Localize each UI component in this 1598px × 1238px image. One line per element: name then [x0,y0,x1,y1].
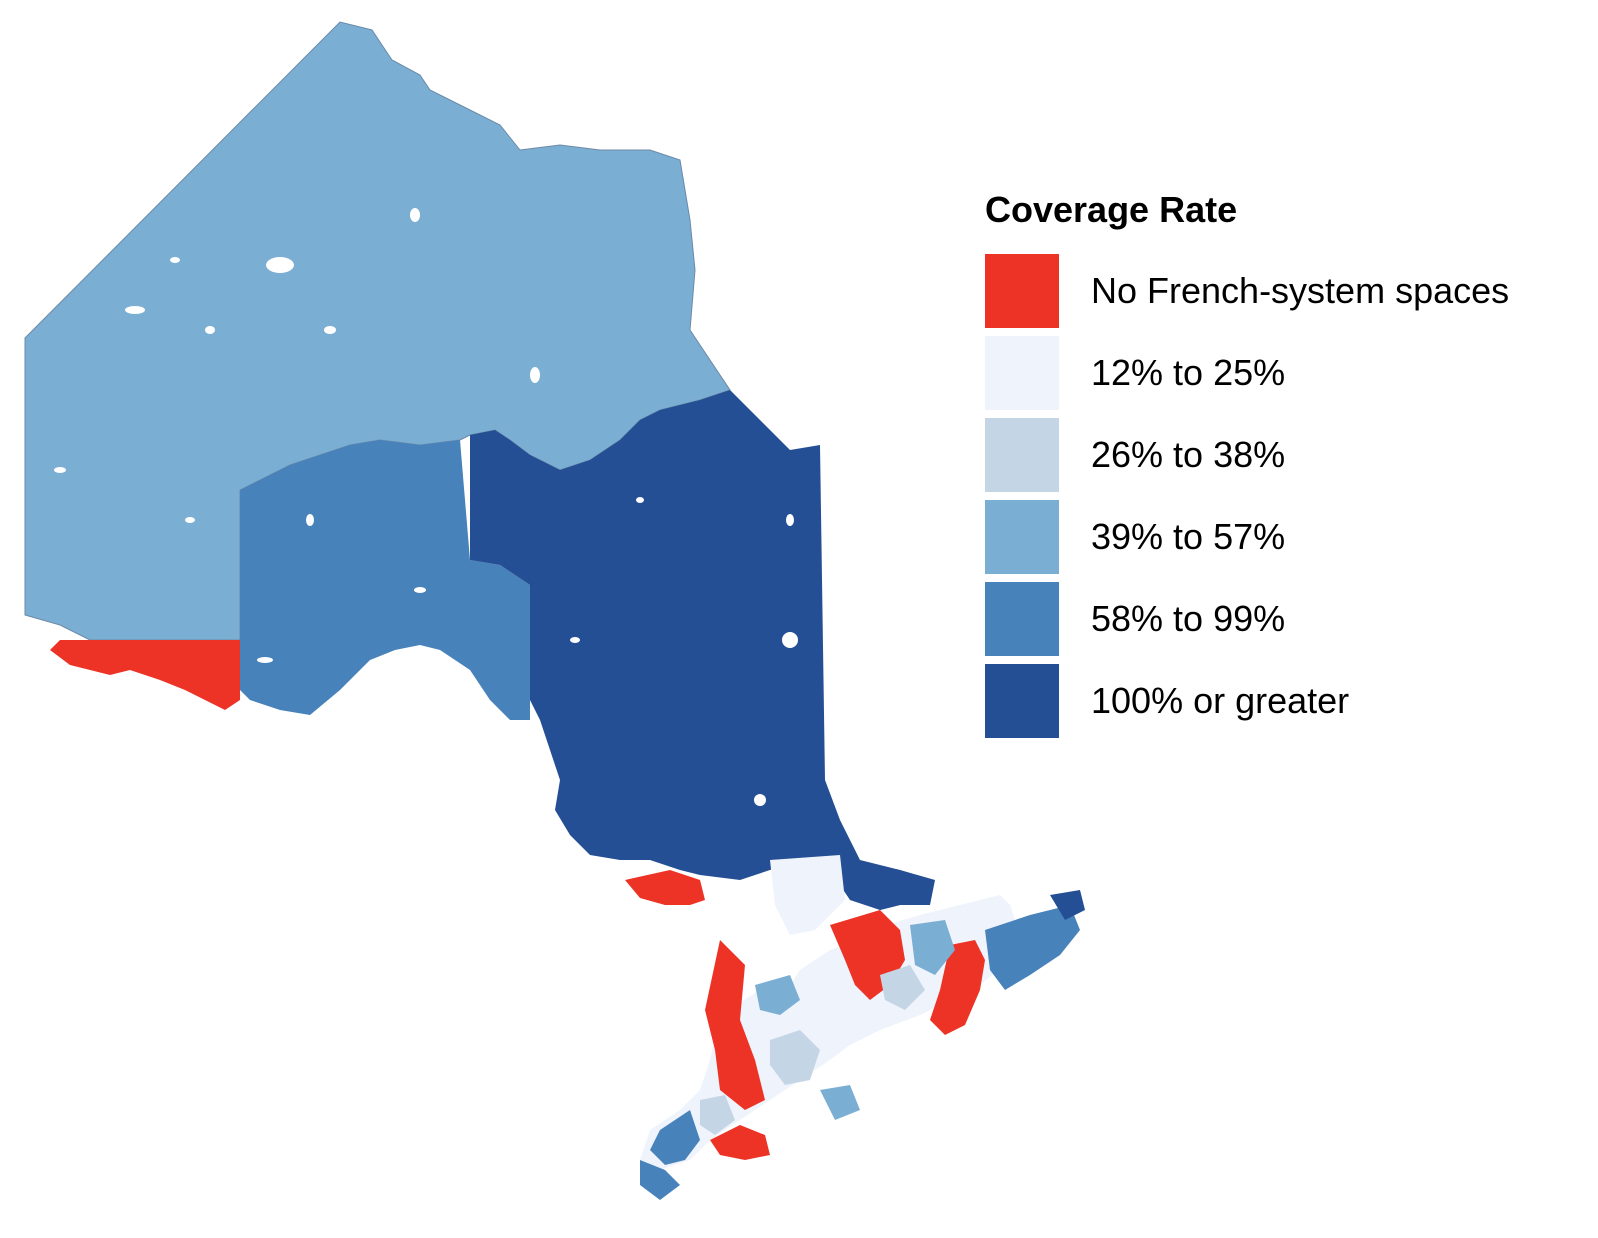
legend-item-12-25: 12% to 25% [985,332,1585,414]
region-south-red-bruce [625,870,705,905]
region-south-dark-3 [640,1160,680,1200]
region-central-north [240,440,530,720]
region-south-light-2 [880,965,925,1010]
region-southwest-border [50,640,240,710]
legend-item-no-french: No French-system spaces [985,250,1585,332]
legend-swatch [985,664,1059,738]
region-northeast [470,390,930,910]
legend-swatch [985,336,1059,410]
region-south-mid-2 [910,920,955,975]
region-south-red-west [705,940,765,1110]
legend-label: No French-system spaces [1091,270,1510,311]
legend-item-100-plus: 100% or greater [985,660,1585,742]
legend-swatch [985,254,1059,328]
region-south-light-1 [770,1030,820,1085]
legend-swatch [985,500,1059,574]
region-south-mid-1 [755,975,800,1015]
region-southern-base [640,895,1020,1170]
region-manitoulin [770,855,845,935]
region-south-red-sw [710,1125,770,1160]
region-south-darkest [1050,890,1085,920]
region-south-north-dark [850,860,935,910]
region-south-light-3 [700,1095,735,1135]
legend-item-39-57: 39% to 57% [985,496,1585,578]
region-south-dark-2 [650,1110,700,1165]
legend-swatch [985,582,1059,656]
legend-title: Coverage Rate [985,189,1238,230]
region-south-red-east [930,940,985,1035]
legend-item-26-38: 26% to 38% [985,414,1585,496]
lake-markers [54,208,798,806]
legend-item-58-99: 58% to 99% [985,578,1585,660]
legend-label: 39% to 57% [1091,516,1286,557]
region-south-mid-3 [820,1085,860,1120]
legend-swatch [985,418,1059,492]
legend-label: 12% to 25% [1091,352,1286,393]
legend-label: 26% to 38% [1091,434,1286,475]
map-legend: Coverage Rate No French-system spaces 12… [985,188,1585,742]
legend-label: 100% or greater [1091,680,1350,721]
legend-label: 58% to 99% [1091,598,1286,639]
region-south-dark-1 [985,905,1080,990]
